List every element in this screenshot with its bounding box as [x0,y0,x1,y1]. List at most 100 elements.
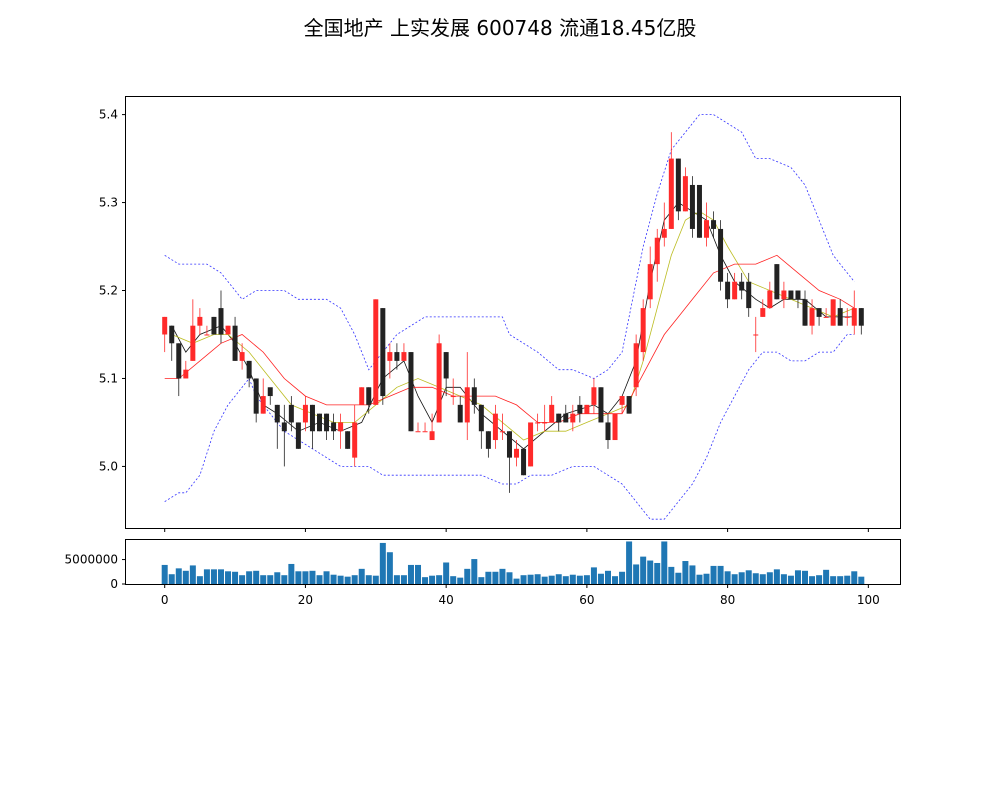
candle-body [844,316,850,318]
volume-bar [724,571,731,584]
series-line-1 [171,210,855,441]
volume-panel-frame [125,539,901,585]
volume-bar [189,565,196,584]
candle-body [563,413,569,423]
volume-bar [541,576,548,584]
x-tick-label: 100 [857,593,880,607]
candle-body [739,281,745,291]
price-panel-frame [125,96,901,529]
candle-body [295,422,301,449]
candle-body [795,290,801,300]
volume-bar [816,575,823,584]
candle-body [302,404,308,423]
volume-bar [210,569,217,584]
candle-body [506,431,512,458]
candle-body [373,299,379,405]
volume-bar [626,541,633,584]
candle-body [823,316,829,318]
candle-body [429,431,435,441]
volume-bar [161,564,168,584]
candle-body [183,369,189,379]
series-line-4 [164,334,855,520]
candle-body [408,352,414,432]
candle-body [696,184,702,238]
candle-body [549,404,555,423]
candle-body [471,387,477,405]
candle-body [816,308,822,317]
candle-body [478,404,484,432]
volume-bar [612,576,619,584]
candle-body [260,396,266,414]
candle-body [366,387,372,405]
x-tick-label: 80 [720,593,735,607]
candle-body [689,184,695,229]
volume-bar [478,577,485,584]
volume-bar [759,574,766,584]
volume-bar [316,575,323,584]
candle-body [443,352,449,379]
volume-bar [365,575,372,584]
volume-bar [752,573,759,584]
volume-bar [787,575,794,584]
candle-body [380,308,386,397]
price-y-axis: 5.0 5.1 5.2 5.3 5.4 [99,108,126,473]
candle-body [633,343,639,388]
candle-body [682,176,688,212]
candle-body [809,308,815,326]
volume-bar [745,570,752,584]
series-line-3 [164,114,855,379]
volume-bar [576,575,583,584]
volume-bar [809,576,816,584]
candle-body [718,228,724,282]
volume-bar [182,570,189,584]
volume-bar [569,574,576,584]
candle-body [521,448,527,476]
volume-bar [597,573,604,584]
candle-body [345,431,351,449]
volume-bar [407,564,414,584]
candle-body [204,334,210,336]
candle-body [542,422,548,424]
candle-body [352,422,358,458]
volume-bar [654,562,661,584]
volume-bar [534,574,541,584]
candle-body [668,158,674,229]
volume-bar [422,577,429,584]
volume-bar [633,564,640,584]
volume-bar [302,571,309,584]
candle-body [725,281,731,300]
candle-body [851,308,857,326]
volume-bar [175,568,182,584]
price-ytick-label: 5.2 [99,284,118,298]
candle-body [415,431,421,433]
volume-bar [429,575,436,584]
volume-bar [668,566,675,584]
candle-body [640,308,646,353]
price-ytick-label: 5.0 [99,459,118,473]
volume-bar [323,571,330,584]
volume-bar [696,574,703,584]
volume-bar [253,570,260,584]
candle-body [788,290,794,300]
candle-body [232,325,238,361]
candle-body [450,396,456,398]
volume-bar [274,572,281,584]
candle-body [331,422,337,432]
chart-title: 全国地产 上实发展 600748 流通18.45亿股 [303,16,697,40]
volume-bar [555,574,562,584]
candle-body [591,387,597,405]
candle-body [732,281,738,300]
candle-body [436,343,442,423]
candle-body [661,228,667,238]
candle-body [654,237,660,265]
volume-bar [766,572,773,584]
x-tick-label: 60 [579,593,594,607]
candle-body [267,387,273,397]
candle-body [162,316,168,335]
candle-body [218,308,224,335]
candle-body [837,308,843,326]
candle-body [281,422,287,432]
x-tick-label: 40 [439,593,454,607]
candle-body [556,413,562,423]
